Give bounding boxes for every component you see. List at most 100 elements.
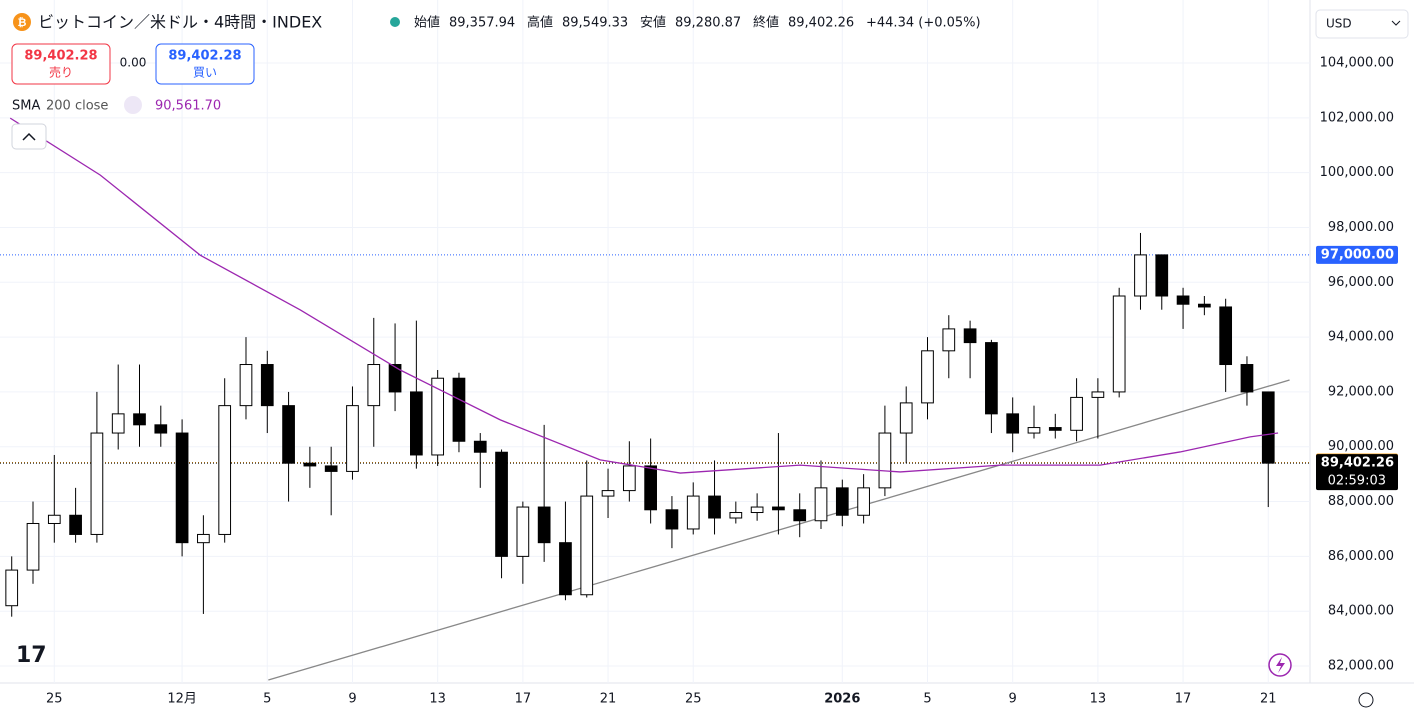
sma-line [9,117,1279,474]
candle-body [772,506,785,511]
candle-body [218,405,232,535]
ohlc-value: 89,280.87 [675,16,741,31]
candle-body [708,495,721,519]
axes: 82,000.00 84,000.00 86,000.00 88,000.00 90,0… [46,56,1398,707]
price-badge [1316,454,1398,491]
candle-body [835,487,849,516]
status-dot [390,17,400,27]
candle-body [1112,295,1126,393]
collapse-button[interactable] [11,123,47,150]
y-tick-label: 92,000.00 [1328,384,1394,399]
candle-body [750,506,764,514]
candle-body [1176,295,1190,305]
indicator-value: 90,561.70 [155,99,221,114]
candle-body [622,465,636,492]
candle-body [899,402,913,434]
candle-body [1155,254,1169,297]
candle-body [559,542,572,596]
y-tick-label: 100,000.00 [1320,165,1394,180]
x-tick-label: 5 [263,692,271,707]
x-tick-label: 9 [1009,692,1017,707]
candle-body [1134,254,1147,297]
price-badge-label: 97,000.00 [1321,247,1394,262]
sell-label: 売り [49,65,73,80]
candle-body [346,405,359,472]
x-tick-label: 25 [46,692,63,707]
candle-body [431,377,445,456]
candle-body [644,465,657,511]
candle-body [452,377,466,442]
candle-body [239,364,253,407]
x-tick-label: 25 [685,692,702,707]
symbol-title[interactable]: ビットコイン／米ドル・4時間・INDEX [38,13,322,32]
y-tick-label: 86,000.00 [1328,549,1394,564]
dropdown-arrow [1391,20,1401,26]
currency: USD [1326,17,1352,31]
candle-body [324,465,338,472]
y-tick-label: 94,000.00 [1328,330,1394,345]
btc-glyph: ₿ [18,16,27,29]
candle-body [47,514,61,524]
candle-body [1198,303,1211,308]
change: +44.34 (+0.05%) [866,16,981,31]
candle-body [1006,413,1020,434]
candle-body [537,506,551,544]
y-tick-label: 96,000.00 [1328,275,1394,290]
indicator-icon[interactable] [124,96,142,114]
plot [0,117,1310,681]
candle-body [1070,396,1083,431]
btc-icon [13,13,31,31]
ohlc-value: 89,357.94 [449,16,515,31]
x-tick-label: 2026 [824,692,860,707]
x-tick-label: 17 [1175,692,1192,707]
ohlc-label: 始値 [414,15,440,31]
y-tick-label: 104,000.00 [1320,56,1394,71]
trend-line [268,379,1290,681]
currency-select[interactable] [1315,9,1409,39]
countdown: 02:59:03 [1328,474,1386,489]
candle-body [90,432,104,535]
indicator-params: 200 close [46,99,108,114]
x-tick-label: 13 [1090,692,1107,707]
candle-body [1027,427,1041,434]
candle-body [963,328,977,344]
candle-body [686,495,700,530]
sell-button[interactable] [11,43,111,85]
candle-body [1048,427,1062,431]
buy-label: 買い [193,66,217,80]
settings-button[interactable] [1358,692,1374,708]
ohlc-value: 89,549.33 [562,16,628,31]
indicator-name[interactable]: SMA [12,99,40,114]
x-tick-label: 9 [348,692,356,707]
candle-body [133,413,146,426]
candle-body [388,364,402,393]
price-badge [1316,245,1398,264]
y-tick-label: 98,000.00 [1328,220,1394,235]
price-badge-label: 89,402.26 [1321,456,1394,471]
candle-body [1240,364,1254,393]
candle-body [111,413,125,434]
candle-body [580,495,594,596]
candle-body [282,405,295,464]
ohlc-label: 終値 [753,15,779,31]
buy-button[interactable] [155,43,255,85]
x-tick-label: 5 [923,692,931,707]
candle-body [197,533,210,544]
buy-price: 89,402.28 [168,49,241,64]
x-tick-label: 21 [1260,692,1277,707]
candle-body [878,432,892,489]
y-tick-label: 102,000.00 [1320,110,1394,125]
chevron [22,132,36,141]
ohlc-value: 89,402.26 [788,16,854,31]
sell-price: 89,402.28 [24,49,97,64]
candle-body [857,487,870,516]
y-tick-label: 82,000.00 [1328,659,1394,674]
ohlc: 始値 89,357.94 高値 89,549.33 安値 89,280.87 終値 89,40… [414,15,854,31]
candle-body [729,512,743,519]
y-tick-label: 88,000.00 [1328,494,1394,509]
candle-body [1219,306,1233,366]
candle-body [473,440,487,453]
y-tick-label: 90,000.00 [1328,439,1394,454]
